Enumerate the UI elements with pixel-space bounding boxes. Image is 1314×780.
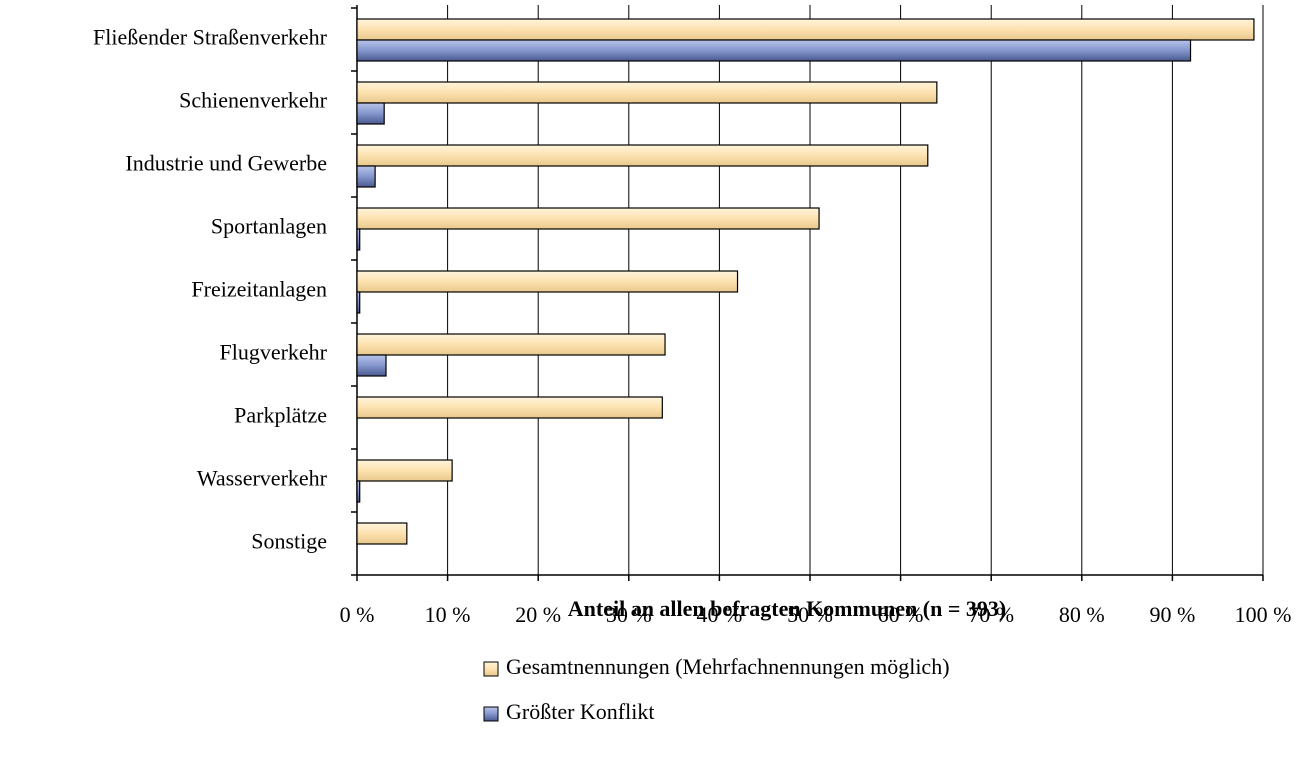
y-tick-label: Parkplätze	[234, 403, 327, 428]
legend-swatch	[483, 706, 499, 722]
bar	[356, 480, 361, 503]
bar	[356, 522, 408, 545]
y-tick-label: Sonstige	[251, 529, 327, 554]
legend-label: Gesamtnennungen (Mehrfachnennungen mögli…	[506, 654, 950, 679]
y-tick-label: Freizeitanlagen	[191, 277, 327, 302]
y-tick-label: Flugverkehr	[219, 340, 327, 365]
bar	[356, 354, 387, 377]
x-tick-label: 20 %	[515, 602, 561, 627]
y-tick-label: Sportanlagen	[211, 214, 327, 239]
x-tick-label: 50 %	[787, 602, 833, 627]
y-tick-label: Fließender Straßenverkehr	[93, 25, 328, 50]
x-tick-label: 60 %	[878, 602, 924, 627]
bar	[356, 207, 820, 230]
y-tick-label: Schienenverkehr	[179, 88, 327, 113]
bar	[356, 144, 929, 167]
bar	[356, 228, 361, 251]
bar	[356, 333, 666, 356]
x-tick-label: 30 %	[606, 602, 652, 627]
legend-label: Größter Konflikt	[506, 699, 654, 724]
bar	[356, 165, 376, 188]
bar	[356, 39, 1192, 62]
x-tick-label: 40 %	[696, 602, 742, 627]
x-tick-label: 90 %	[1149, 602, 1195, 627]
x-tick-label: 0 %	[340, 602, 375, 627]
bar	[356, 81, 938, 104]
bar	[356, 18, 1255, 41]
x-tick-label: 80 %	[1059, 602, 1105, 627]
x-tick-label: 10 %	[425, 602, 471, 627]
bar	[356, 396, 663, 419]
bar	[356, 102, 385, 125]
legend-swatch	[483, 661, 499, 677]
x-axis-title: Anteil an allen befragten Kommunen (n = …	[568, 596, 1006, 621]
bar	[356, 270, 739, 293]
y-tick-label: Wasserverkehr	[197, 466, 328, 491]
x-tick-label: 70 %	[968, 602, 1014, 627]
bar	[356, 291, 361, 314]
y-tick-label: Industrie und Gewerbe	[125, 151, 327, 176]
bar	[356, 459, 453, 482]
x-tick-label: 100 %	[1235, 602, 1292, 627]
